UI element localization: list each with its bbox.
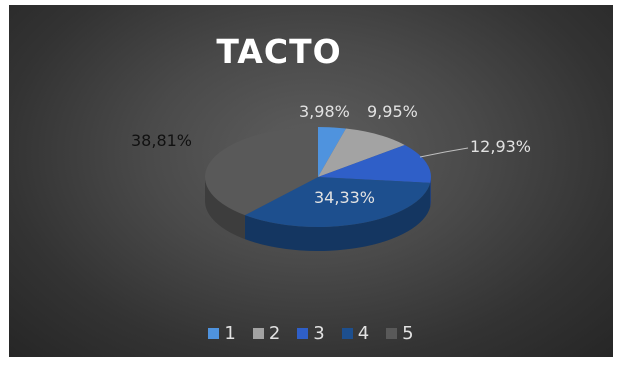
legend-item-5: 5 <box>386 323 414 344</box>
chart-area: TACTO 3,98% 9,95% 12,93% 34,33% 38,81% 1 2 3 4 5 <box>9 5 613 357</box>
legend-swatch-1 <box>208 328 220 339</box>
pie-slice-5 <box>205 127 318 216</box>
legend-item-1: 1 <box>208 323 236 344</box>
legend-swatch-4 <box>341 328 353 339</box>
leader-line <box>419 147 469 158</box>
chart-title: TACTO <box>216 32 342 71</box>
pie-slice-4 <box>244 177 431 227</box>
legend-label-3: 3 <box>313 323 325 344</box>
data-label-5: 38,81% <box>131 131 192 150</box>
legend-label-1: 1 <box>224 323 236 344</box>
legend-swatch-3 <box>297 328 309 339</box>
legend-label-5: 5 <box>402 323 414 344</box>
pie-slice-1 <box>318 127 346 177</box>
pie-slice-2 <box>318 128 405 177</box>
data-label-2: 9,95% <box>367 102 418 121</box>
legend: 1 2 3 4 5 <box>9 323 613 344</box>
legend-label-4: 4 <box>357 323 370 344</box>
pie-chart: 3,98% 9,95% 12,93% 34,33% 38,81% <box>131 102 531 251</box>
data-label-4: 34,33% <box>314 188 375 207</box>
data-label-1: 3,98% <box>299 102 350 121</box>
pie-slice-side-4 <box>244 182 431 251</box>
data-label-3: 12,93% <box>470 137 531 156</box>
pie-slice-side-5 <box>205 177 245 240</box>
legend-label-2: 2 <box>268 323 281 344</box>
legend-item-4: 4 <box>341 323 370 344</box>
legend-swatch-2 <box>252 328 264 339</box>
pie-slice-3 <box>318 144 431 183</box>
legend-item-3: 3 <box>297 323 325 344</box>
legend-swatch-5 <box>386 328 398 339</box>
legend-item-2: 2 <box>252 323 281 344</box>
pie-slice-side-3 <box>430 177 431 207</box>
